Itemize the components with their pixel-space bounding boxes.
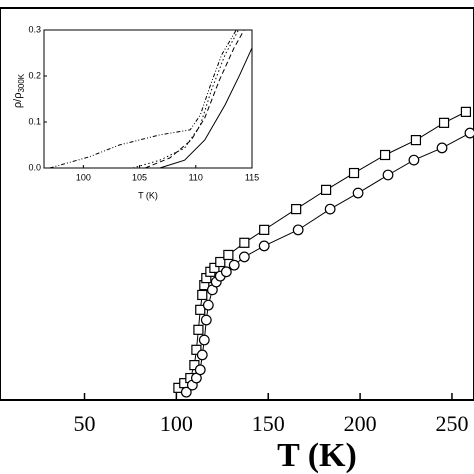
- x-tick-label: 105: [132, 172, 147, 182]
- main-plot: 50 100 150 200 250 T (K): [0, 7, 474, 474]
- square-marker: [348, 167, 360, 179]
- circle-marker: [220, 266, 232, 278]
- circle-marker: [258, 240, 270, 252]
- curve: [132, 29, 239, 169]
- curve: [144, 29, 245, 169]
- x-tick-label: 110: [189, 172, 203, 182]
- x-axis-label: T (K): [138, 190, 158, 200]
- x-tick-label: 50: [74, 411, 96, 436]
- square-marker: [410, 135, 422, 146]
- circle-marker: [352, 187, 364, 199]
- x-axis-label: T (K): [277, 437, 357, 474]
- square-marker: [291, 203, 302, 215]
- x-tick-label: 250: [435, 411, 468, 436]
- x-tick-label: 150: [252, 411, 285, 436]
- square-marker: [239, 237, 250, 248]
- x-tick-label: 115: [245, 172, 259, 182]
- square-marker: [321, 184, 332, 195]
- square-marker: [215, 256, 226, 268]
- y-axis-label: ρ/ρ300K: [12, 73, 26, 108]
- circle-marker: [464, 127, 474, 139]
- circle-marker: [196, 349, 208, 361]
- square-marker: [438, 117, 450, 128]
- inset-background: [44, 30, 252, 168]
- plot-frame: [0, 7, 474, 401]
- circle-marker: [198, 334, 210, 346]
- circle-marker: [436, 142, 448, 154]
- circle-marker: [324, 203, 336, 215]
- square-marker: [193, 324, 204, 335]
- square-marker: [259, 224, 270, 235]
- circle-marker: [292, 224, 304, 236]
- circle-marker: [194, 364, 206, 376]
- square-marker: [223, 249, 234, 261]
- y-axis-label-sub: 300K: [17, 73, 26, 92]
- connecting-line: [185, 132, 471, 393]
- y-tick-label: 0.2: [28, 70, 41, 80]
- circle-marker: [382, 169, 394, 181]
- square-marker: [197, 289, 208, 301]
- y-tick-label: 0.1: [28, 116, 41, 126]
- square-marker: [460, 106, 472, 117]
- x-tick-label: 200: [344, 411, 377, 436]
- x-tick-label: 100: [160, 411, 193, 436]
- y-axis-label-main: ρ/ρ: [12, 93, 24, 109]
- circle-marker: [202, 299, 214, 311]
- square-marker: [379, 149, 391, 161]
- x-tick-label: 100: [76, 172, 91, 182]
- circle-marker: [200, 314, 212, 326]
- y-tick-label: 0.0: [28, 162, 41, 172]
- square-marker: [195, 304, 206, 315]
- circle-marker: [228, 259, 240, 271]
- plot-frame: [43, 29, 253, 169]
- y-tick-label: 0.3: [28, 24, 41, 34]
- circle-marker: [180, 386, 192, 398]
- curve: [159, 47, 253, 169]
- square-marker: [209, 262, 220, 273]
- circle-marker: [408, 154, 420, 166]
- inset: 100 105 110 115 0.0 0.1 0.2 0.3 T (K) ρ/ρ300K: [12, 24, 259, 200]
- curve: [49, 29, 237, 169]
- circle-marker: [238, 251, 250, 263]
